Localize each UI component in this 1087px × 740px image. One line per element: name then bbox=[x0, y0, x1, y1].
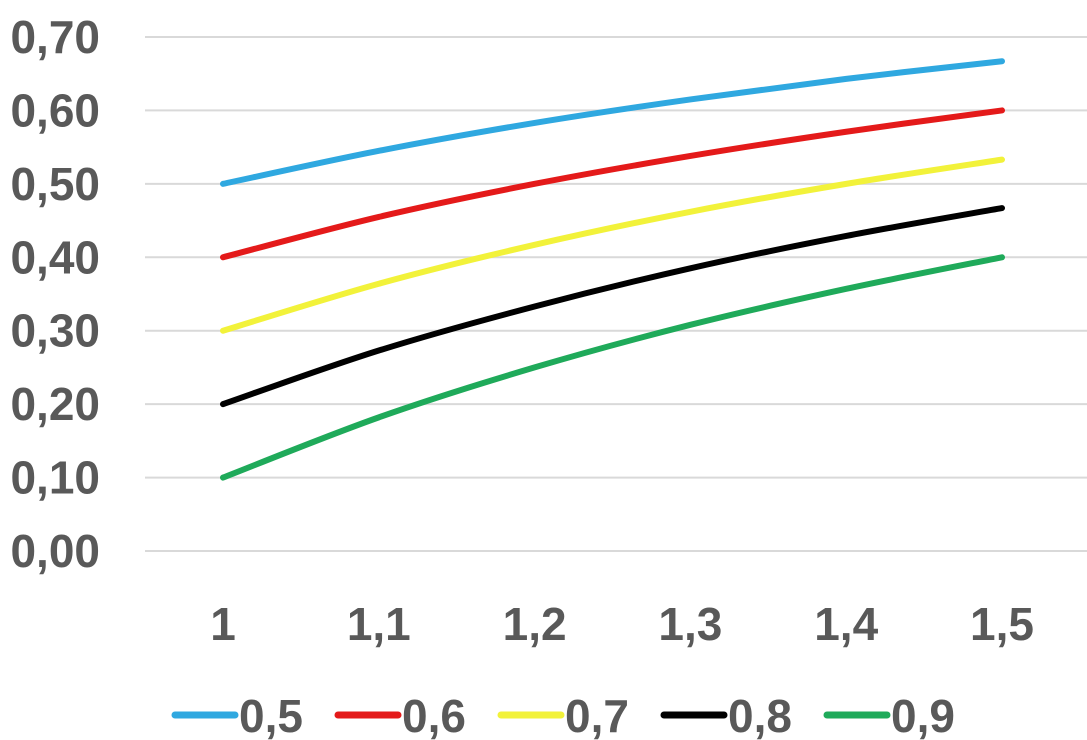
legend-item: 0,9 bbox=[827, 690, 955, 740]
legend-label: 0,5 bbox=[239, 690, 303, 740]
y-tick-label: 0,10 bbox=[10, 452, 100, 504]
grid-layer bbox=[145, 37, 1087, 551]
y-tick-label: 0,70 bbox=[10, 11, 100, 63]
legend: 0,5 0,6 0,7 0,8 0,9 bbox=[175, 690, 955, 740]
y-tick-label: 0,50 bbox=[10, 158, 100, 210]
legend-item: 0,6 bbox=[338, 690, 466, 740]
legend-item: 0,8 bbox=[664, 690, 792, 740]
y-tick-label: 0,20 bbox=[10, 378, 100, 430]
legend-label: 0,8 bbox=[728, 690, 792, 740]
y-tick-label: 0,00 bbox=[10, 525, 100, 577]
y-axis-ticks: 0,00 0,10 0,20 0,30 0,40 0,50 0,60 0,70 bbox=[10, 11, 100, 577]
series-line-5 bbox=[223, 257, 1002, 477]
legend-label: 0,7 bbox=[565, 690, 629, 740]
legend-item: 0,5 bbox=[175, 690, 303, 740]
x-tick-label: 1,1 bbox=[347, 598, 411, 650]
x-axis-ticks: 1 1,1 1,2 1,3 1,4 1,5 bbox=[210, 598, 1034, 650]
y-tick-label: 0,40 bbox=[10, 231, 100, 283]
x-tick-label: 1,5 bbox=[970, 598, 1034, 650]
y-tick-label: 0,30 bbox=[10, 305, 100, 357]
series-line-3 bbox=[223, 160, 1002, 331]
x-tick-label: 1,2 bbox=[503, 598, 567, 650]
x-tick-label: 1,4 bbox=[814, 598, 878, 650]
series-line-4 bbox=[223, 208, 1002, 404]
x-tick-label: 1,3 bbox=[658, 598, 722, 650]
legend-item: 0,7 bbox=[501, 690, 629, 740]
series-line-1 bbox=[223, 61, 1002, 184]
y-tick-label: 0,60 bbox=[10, 84, 100, 136]
x-tick-label: 1 bbox=[210, 598, 236, 650]
series-layer bbox=[223, 61, 1002, 477]
legend-label: 0,6 bbox=[402, 690, 466, 740]
legend-label: 0,9 bbox=[891, 690, 955, 740]
